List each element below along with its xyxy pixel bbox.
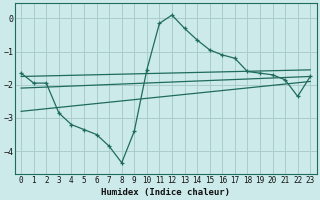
X-axis label: Humidex (Indice chaleur): Humidex (Indice chaleur) [101, 188, 230, 197]
